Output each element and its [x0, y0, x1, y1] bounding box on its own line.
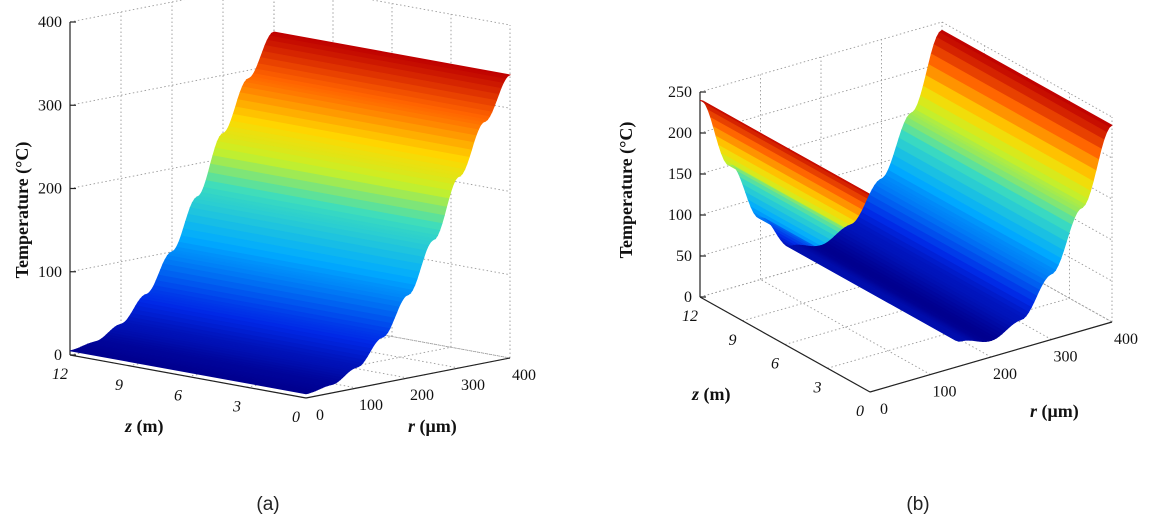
temperature-tick-label: 0 [684, 289, 692, 306]
r-axis-label: r (μm) [1030, 401, 1079, 422]
r-axis-label: r (μm) [408, 416, 457, 437]
r-tick-label: 300 [461, 377, 485, 394]
r-tick-label: 400 [1114, 331, 1138, 348]
temperature-tick-label: 400 [38, 14, 62, 31]
z-tick-label: 12 [682, 308, 698, 325]
z-axis [700, 297, 870, 392]
z-axis-label-unit: (m) [699, 384, 730, 405]
r-tick-label: 100 [933, 384, 957, 401]
z-axis-label: z (m) [124, 416, 164, 437]
z-axis-label-var: z [691, 384, 699, 404]
r-tick-label: 300 [1054, 349, 1078, 366]
temperature-tick-label: 100 [38, 264, 62, 281]
z-axis-label: z (m) [691, 384, 731, 405]
gridline-temperature [70, 0, 510, 25]
temperature-tick-label: 50 [676, 248, 692, 265]
temperature-axis-label: Temperature (°C) [616, 122, 637, 259]
z-tick-label: 3 [232, 398, 241, 415]
temperature-tick-label: 0 [54, 347, 62, 364]
r-tick-label: 400 [512, 367, 536, 384]
temperature-surface [700, 30, 1112, 341]
r-axis-label-unit: (μm) [415, 416, 457, 437]
temperature-tick-label: 150 [668, 166, 692, 183]
z-tick-label: 12 [52, 366, 68, 383]
r-axis-label-unit: (μm) [1037, 401, 1079, 422]
z-tick-label: 9 [115, 377, 123, 394]
temperature-tick-label: 200 [668, 125, 692, 142]
temperature-tick-label: 250 [668, 84, 692, 101]
z-axis-label-unit: (m) [132, 416, 163, 437]
temperature-tick-label: 200 [38, 181, 62, 198]
z-tick-label: 0 [292, 409, 300, 426]
r-tick-label: 0 [316, 407, 324, 424]
z-tick-label: 6 [771, 356, 779, 373]
r-tick-label: 200 [993, 366, 1017, 383]
r-tick-label: 200 [410, 387, 434, 404]
z-axis-label-var: z [124, 416, 132, 436]
r-tick-label: 0 [880, 401, 888, 418]
temperature-tick-label: 100 [668, 207, 692, 224]
z-tick-label: 9 [729, 332, 737, 349]
z-tick-label: 6 [174, 388, 182, 405]
temperature-tick-label: 300 [38, 97, 62, 114]
temperature-axis-label: Temperature (°C) [12, 142, 33, 279]
z-tick-label: 0 [856, 403, 864, 420]
panel-caption: (b) [906, 494, 929, 515]
temperature-surface [70, 32, 510, 394]
r-tick-label: 100 [359, 397, 383, 414]
panel-caption: (a) [256, 494, 279, 515]
z-tick-label: 3 [813, 379, 822, 396]
